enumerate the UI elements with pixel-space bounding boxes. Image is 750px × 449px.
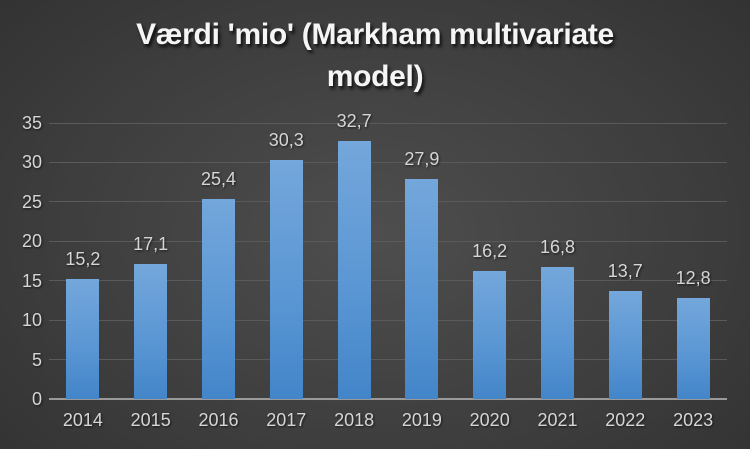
value-label-2017: 30,3 [268, 130, 304, 151]
bar-2017 [269, 160, 303, 399]
value-label-2019: 27,9 [404, 148, 440, 169]
value-label-2016: 25,4 [200, 168, 237, 189]
chart-title: Værdi 'mio' (Markham multivariate model) [0, 14, 750, 98]
x-tick-label-2014: 2014 [62, 410, 103, 430]
bar-2019 [405, 179, 439, 399]
value-label-2021: 16,8 [539, 236, 576, 257]
bar-2018 [337, 141, 371, 399]
y-tick-label-20: 20 [21, 231, 42, 252]
x-tick-label-2021: 2021 [537, 410, 578, 430]
gridline-30 [49, 161, 727, 163]
gridline-5 [49, 359, 727, 361]
y-tick-label-25: 25 [21, 191, 42, 212]
x-axis-line [49, 398, 727, 400]
value-label-2023: 12,8 [675, 268, 711, 289]
x-tick-label-2023: 2023 [673, 410, 714, 430]
value-label-2022: 13,7 [607, 260, 643, 281]
bar-2020 [473, 271, 507, 399]
bar-2014 [66, 279, 100, 399]
value-label-2018: 32,7 [336, 111, 372, 132]
x-tick-label-2015: 2015 [130, 410, 171, 430]
value-label-2015: 17,1 [133, 234, 169, 255]
y-tick-label-10: 10 [21, 310, 42, 331]
bar-2023 [676, 298, 710, 399]
x-tick-label-2022: 2022 [605, 410, 646, 430]
chart-title-line-1: Værdi 'mio' (Markham multivariate [136, 18, 614, 51]
gridline-15 [49, 280, 727, 282]
bar-2015 [134, 264, 168, 399]
plot-area: 15,2 17,1 25,4 30,3 32,7 27,9 16,2 16,8 13,7 12,8 [49, 111, 727, 400]
y-tick-label-0: 0 [31, 389, 42, 409]
x-tick-label-2016: 2016 [198, 410, 239, 430]
bar-2016 [202, 198, 235, 399]
bar-2022 [608, 290, 642, 399]
y-tick-label-35: 35 [21, 113, 42, 133]
y-tick-label-5: 5 [31, 349, 42, 370]
x-tick-label-2020: 2020 [469, 410, 510, 430]
x-tick-label-2019: 2019 [401, 410, 442, 430]
gridline-10 [49, 319, 727, 321]
value-label-2014: 15,2 [65, 249, 101, 270]
gridline-35 [49, 122, 727, 124]
value-label-2020: 16,2 [472, 241, 508, 262]
bar-2021 [541, 266, 574, 399]
gridline-25 [49, 201, 727, 203]
y-tick-label-30: 30 [21, 152, 42, 173]
gridline-20 [49, 240, 727, 242]
chart-title-line-2: model) [326, 60, 424, 93]
x-tick-label-2018: 2018 [334, 410, 375, 430]
x-tick-label-2017: 2017 [266, 410, 307, 430]
y-tick-label-15: 15 [21, 270, 42, 291]
